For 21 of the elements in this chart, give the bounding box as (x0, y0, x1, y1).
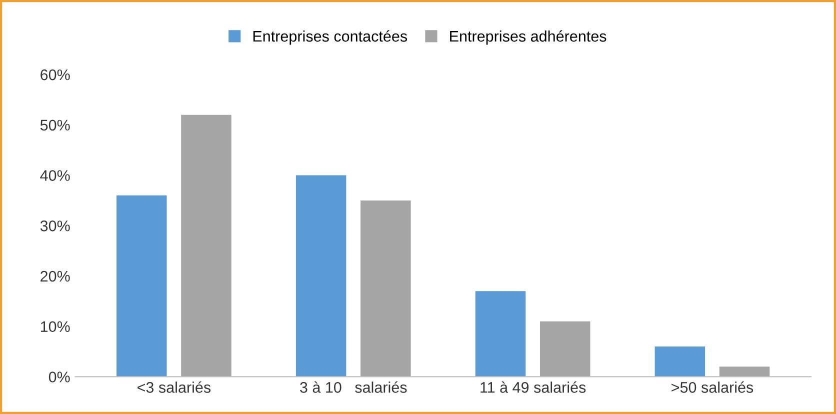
y-tick-label: 20% (40, 270, 70, 282)
y-tick-label: 10% (40, 321, 70, 332)
x-tick-label: 3 à 10 salariés (300, 381, 407, 393)
x-tick-label: 11 à 49 salariés (480, 381, 586, 393)
bar (540, 321, 590, 377)
legend-label: Entreprises contactées (253, 30, 408, 45)
bar (116, 195, 167, 377)
y-tick-label: 40% (40, 170, 70, 181)
bar (475, 291, 526, 377)
y-tick-label: 30% (40, 220, 70, 232)
bar (181, 114, 232, 377)
x-tick-label: >50 salariés (672, 381, 754, 393)
x-tick-label: <3 salariés (138, 381, 211, 393)
y-tick-label: 50% (40, 120, 70, 131)
y-tick-label: 60% (40, 69, 70, 80)
bar (654, 346, 706, 377)
bar (360, 200, 411, 377)
bar (719, 366, 770, 377)
legend-label: Entreprises adhérentes (450, 30, 606, 45)
bar (296, 175, 346, 377)
y-tick-label: 0% (48, 372, 70, 382)
